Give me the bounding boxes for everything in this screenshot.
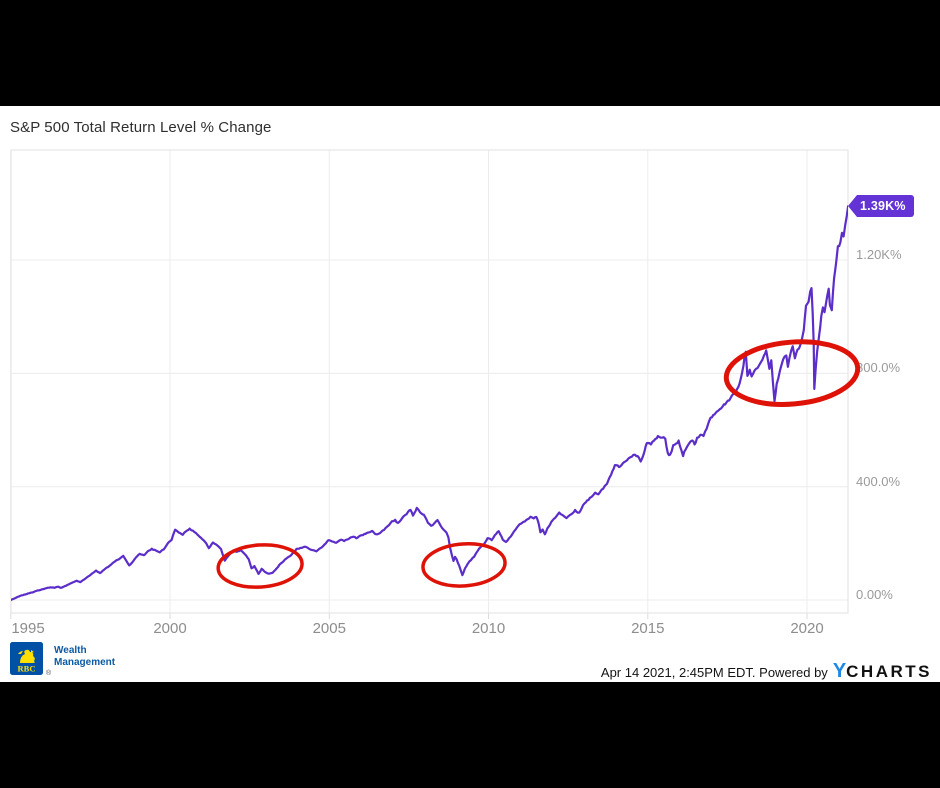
y-tick-label: 0.00% <box>856 587 893 602</box>
ycharts-wordmark: CHARTS <box>846 662 932 681</box>
management-line: Management <box>54 657 116 668</box>
wealth-line: Wealth <box>54 645 87 656</box>
registered-mark: ® <box>46 670 52 677</box>
wealth-management-label: Wealth Management <box>54 645 115 669</box>
x-tick-label: 2020 <box>790 620 824 637</box>
x-tick-label: 2010 <box>471 620 506 637</box>
plot-area <box>0 106 940 682</box>
x-tick-label: 2015 <box>631 620 665 637</box>
last-value-label: 1.39K% <box>857 195 914 218</box>
drawdown-ellipse <box>723 339 861 407</box>
drawdown-ellipse <box>216 543 304 589</box>
attribution: Apr 14 2021, 2:45PM EDT. Powered by Y CH… <box>600 660 932 682</box>
chart-canvas: S&P 500 Total Return Level % Change 1995… <box>0 106 940 682</box>
x-tick-label: 2005 <box>312 620 346 637</box>
timestamp-text: Apr 14 2021, 2:45PM EDT. Powered by <box>600 665 828 680</box>
rbc-logo-icon: RBC ® <box>10 642 51 677</box>
ycharts-y-icon: Y <box>832 660 847 682</box>
svg-text:RBC: RBC <box>18 664 36 674</box>
drawdown-ellipse <box>421 542 507 588</box>
y-tick-label: 400.0% <box>856 473 901 489</box>
y-tick-label: 800.0% <box>856 360 901 376</box>
rbc-wealth-management-logo: RBC ® Wealth Management <box>10 642 115 677</box>
badge-arrow-icon <box>848 195 857 218</box>
y-tick-label: 1.20K% <box>856 247 902 263</box>
chart-title: S&P 500 Total Return Level % Change <box>10 119 272 136</box>
last-value-badge: 1.39K% <box>848 195 914 218</box>
x-tick-label: 2000 <box>153 620 187 637</box>
x-tick-label: 1995 <box>11 620 45 637</box>
